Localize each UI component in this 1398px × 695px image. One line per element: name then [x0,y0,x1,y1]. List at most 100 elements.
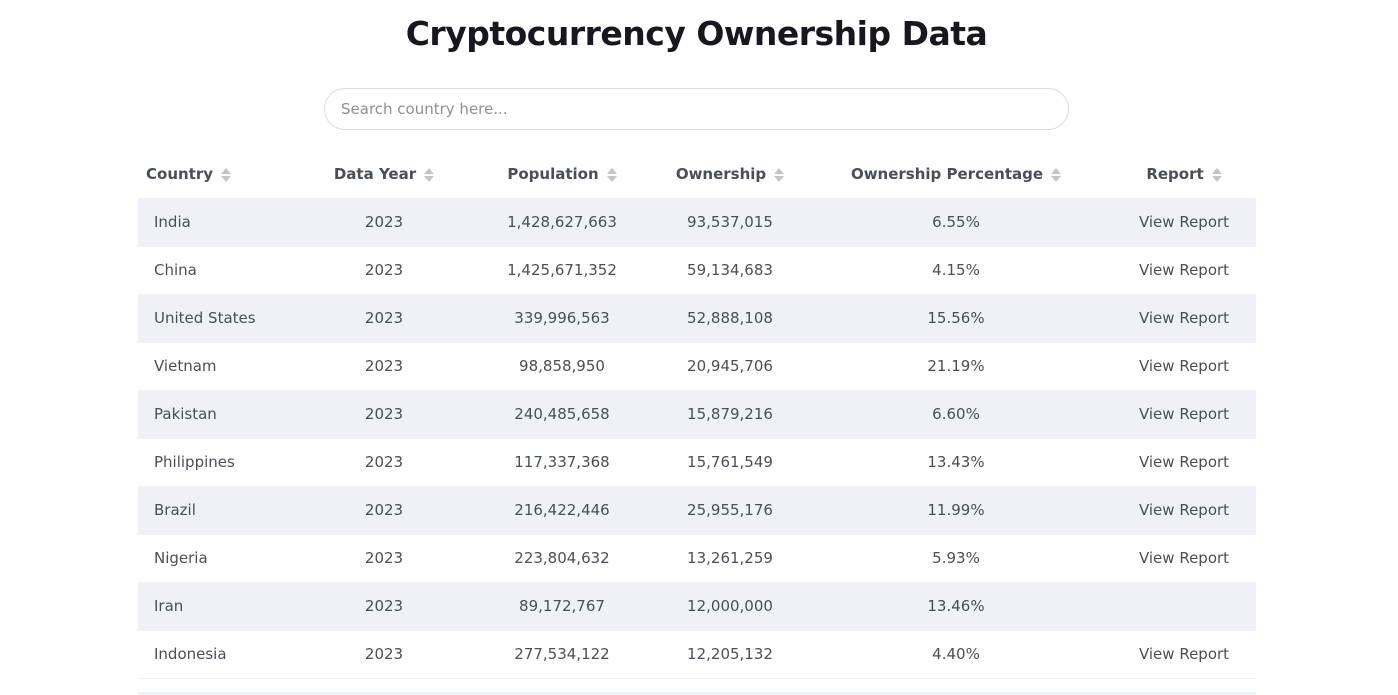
cell-population: 1,428,627,663 [464,198,660,247]
cell-report: View Report [1112,342,1256,391]
cell-year: 2023 [304,438,464,487]
cell-population: 223,804,632 [464,534,660,583]
cell-year: 2023 [304,582,464,631]
cell-year: 2023 [304,534,464,583]
cell-country: Philippines [138,438,304,487]
cell-ownership: 12,000,000 [660,582,800,631]
header-ownership[interactable]: Ownership [660,150,800,198]
cell-report: View Report [1112,294,1256,343]
cell-population: 277,534,122 [464,630,660,679]
cell-report: View Report [1112,438,1256,487]
view-report-link[interactable]: View Report [1138,549,1230,567]
header-row: Country Data Year Population Ownership O… [138,150,1256,198]
cell-percentage: 6.60% [800,390,1112,439]
view-report-link[interactable]: View Report [1138,261,1230,279]
header-percentage-label: Ownership Percentage [850,165,1044,183]
cell-country: China [138,246,304,295]
cell-ownership: 12,205,132 [660,630,800,679]
sort-icon[interactable] [1051,167,1062,183]
sort-icon[interactable] [221,167,232,183]
cell-country: India [138,198,304,247]
cell-report: View Report [1112,390,1256,439]
sort-icon[interactable] [606,167,617,183]
table-row: United States 2023 339,996,563 52,888,108 15… [138,294,1256,343]
header-ownership-label: Ownership [675,165,767,183]
cell-ownership: 13,261,259 [660,534,800,583]
sort-icon[interactable] [1211,167,1222,183]
cell-ownership: 59,134,683 [660,246,800,295]
cell-ownership: 20,945,706 [660,342,800,391]
cell-report [1112,582,1256,631]
header-report-label: Report [1146,165,1204,183]
cell-ownership: 93,537,015 [660,198,800,247]
cell-country: Indonesia [138,630,304,679]
ownership-table: Country Data Year Population Ownership O… [138,150,1256,679]
cell-year: 2023 [304,486,464,535]
table-row: Philippines 2023 117,337,368 15,761,549 13.4… [138,438,1256,487]
cell-ownership: 52,888,108 [660,294,800,343]
cell-year: 2023 [304,630,464,679]
cell-percentage: 21.19% [800,342,1112,391]
cell-country: United States [138,294,304,343]
cell-percentage: 6.55% [800,198,1112,247]
cell-percentage: 5.93% [800,534,1112,583]
cell-year: 2023 [304,342,464,391]
header-population-label: Population [507,165,599,183]
cell-percentage: 4.15% [800,246,1112,295]
cell-report: View Report [1112,630,1256,679]
cell-country: Vietnam [138,342,304,391]
view-report-link[interactable]: View Report [1138,212,1230,231]
cell-year: 2023 [304,198,464,247]
table-next-row-edge [138,692,1256,695]
cell-percentage: 15.56% [800,294,1112,343]
header-population[interactable]: Population [464,150,660,198]
header-country[interactable]: Country [138,150,304,198]
cell-year: 2023 [304,294,464,343]
sort-icon[interactable] [424,167,435,183]
table-row: Iran 2023 89,172,767 12,000,000 13.46% [138,582,1256,631]
cell-report: View Report [1112,534,1256,583]
header-percentage[interactable]: Ownership Percentage [800,150,1112,198]
view-report-link[interactable]: View Report [1138,501,1230,519]
cell-ownership: 15,879,216 [660,390,800,439]
view-report-link[interactable]: View Report [1138,309,1230,327]
cell-population: 117,337,368 [464,438,660,487]
cell-population: 240,485,658 [464,390,660,439]
cell-population: 216,422,446 [464,486,660,535]
data-table-container: Country Data Year Population Ownership O… [138,150,1256,679]
search-input[interactable] [324,88,1069,130]
cell-ownership: 25,955,176 [660,486,800,535]
cell-population: 1,425,671,352 [464,246,660,295]
cell-year: 2023 [304,390,464,439]
cell-country: Nigeria [138,534,304,583]
header-year-label: Data Year [333,165,417,183]
table-row: India 2023 1,428,627,663 93,537,015 6.55% Vie… [138,198,1256,247]
cell-year: 2023 [304,246,464,295]
table-header: Country Data Year Population Ownership O… [138,150,1256,198]
header-country-label: Country [146,165,214,183]
cell-percentage: 13.43% [800,438,1112,487]
view-report-link[interactable]: View Report [1138,357,1230,375]
page-title: Cryptocurrency Ownership Data [405,14,988,53]
cell-population: 89,172,767 [464,582,660,631]
cell-population: 339,996,563 [464,294,660,343]
table-row: Indonesia 2023 277,534,122 12,205,132 4.40% V… [138,630,1256,679]
cell-percentage: 4.40% [800,630,1112,679]
view-report-link[interactable]: View Report [1138,405,1230,423]
cell-percentage: 11.99% [800,486,1112,535]
cell-report: View Report [1112,486,1256,535]
cell-report: View Report [1112,246,1256,295]
header-year[interactable]: Data Year [304,150,464,198]
cell-population: 98,858,950 [464,342,660,391]
table-row: China 2023 1,425,671,352 59,134,683 4.15% Vie… [138,246,1256,295]
header-report[interactable]: Report [1112,150,1256,198]
cell-report: View Report [1112,198,1256,247]
view-report-link[interactable]: View Report [1138,453,1230,471]
view-report-link[interactable]: View Report [1138,645,1230,663]
table-row: Pakistan 2023 240,485,658 15,879,216 6.60% Vi… [138,390,1256,439]
cell-ownership: 15,761,549 [660,438,800,487]
table-body: India 2023 1,428,627,663 93,537,015 6.55% Vie… [138,198,1256,679]
table-row: Vietnam 2023 98,858,950 20,945,706 21.19% Vie… [138,342,1256,391]
sort-icon[interactable] [774,167,785,183]
